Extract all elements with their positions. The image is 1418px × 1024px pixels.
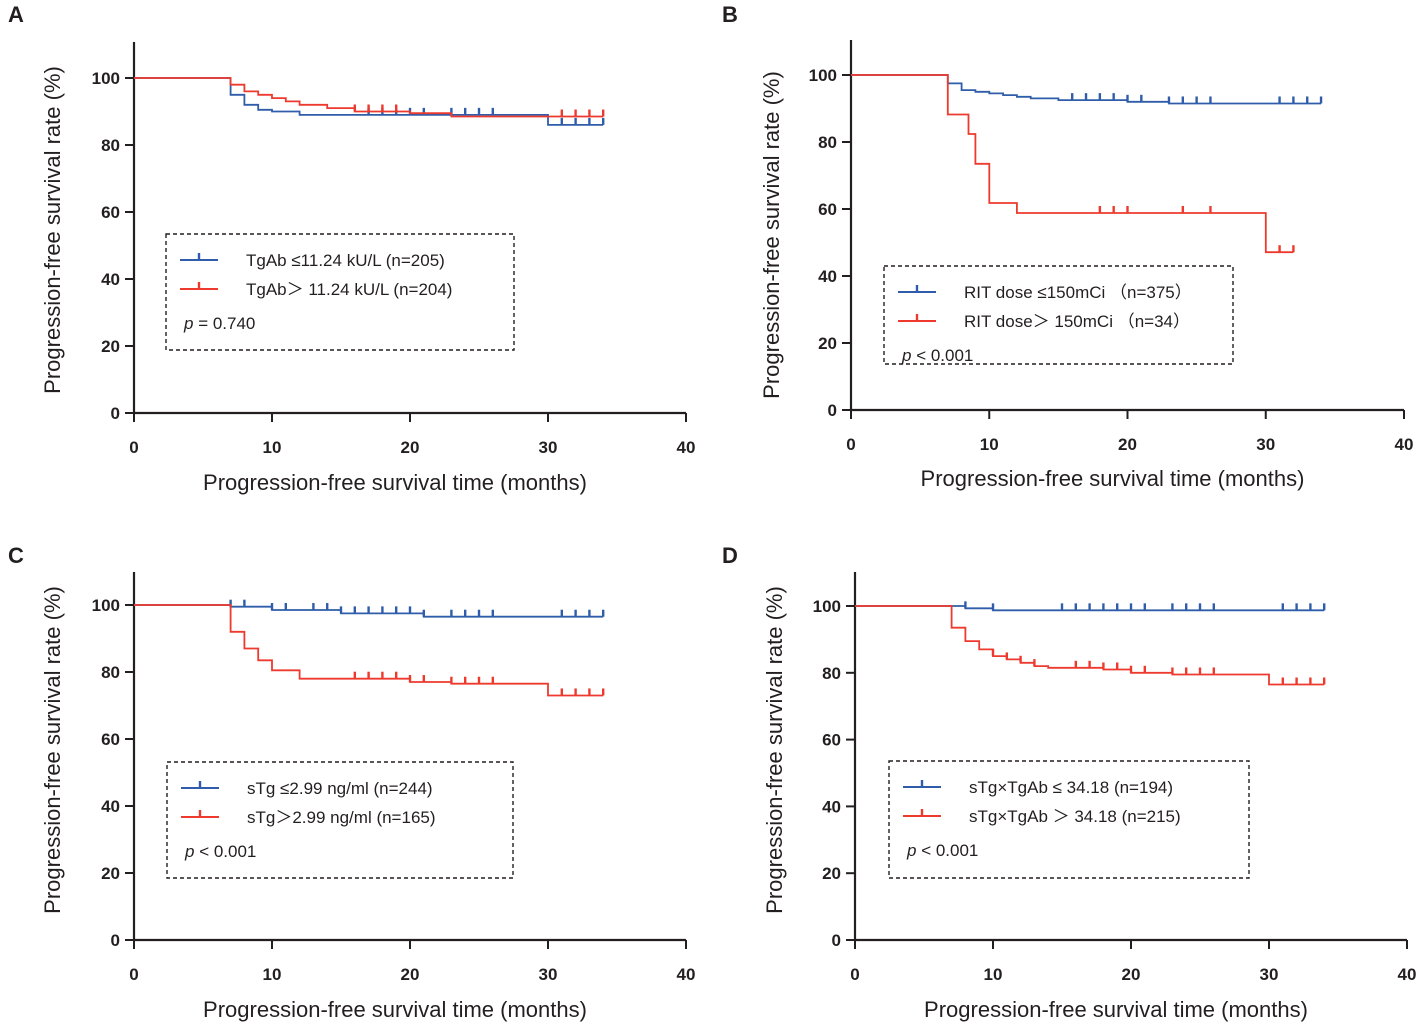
panel-c-legend-label-1: sTg ≤2.99 ng/ml (n=244) (247, 779, 433, 798)
panel-d-ytick-label: 100 (813, 597, 841, 616)
panel-a-ytick-label: 0 (111, 404, 120, 423)
panel-c-xtick-label: 30 (539, 965, 558, 984)
panel-c-xtick-label: 0 (129, 965, 138, 984)
panel-b-xtick-label: 30 (1256, 435, 1275, 454)
panel-a-legend-label-1: TgAb ≤11.24 kU/L (n=205) (246, 251, 445, 270)
panel-d-ytick-label: 40 (822, 797, 841, 816)
panel-a-xtick-label: 30 (539, 438, 558, 457)
panel-b-ylabel: Progression-free survival rate (%) (759, 71, 784, 399)
panel-d-legend-label-2: sTg×TgAb ＞ 34.18 (n=215) (969, 807, 1181, 826)
panel-a-series-2-line (134, 77, 604, 118)
panel-a-legend-label-2: TgAb＞ 11.24 kU/L (n=204) (246, 280, 452, 299)
panel-d-series-2 (855, 605, 1326, 686)
panel-b-ytick-label: 20 (818, 334, 837, 353)
panel-d: D 0 20 40 60 80 100 0 10 20 30 40 Progression-free s… (722, 543, 1416, 1022)
panel-d-ytick-label: 80 (822, 664, 841, 683)
panel-b-xtick-label: 40 (1395, 435, 1414, 454)
panel-a-legend: TgAb ≤11.24 kU/L (n=205) TgAb＞ 11.24 kU/L… (165, 233, 515, 351)
panel-c-xtick-label: 10 (263, 965, 282, 984)
panel-a-ytick-label: 100 (92, 69, 120, 88)
panel-c: C 0 20 40 60 80 100 0 10 20 30 40 Progression-free s… (8, 543, 695, 1022)
panel-b-legend-label-1: RIT dose ≤150mCi （n=375） (964, 283, 1192, 302)
panel-d-series-2-line (855, 605, 1325, 686)
panel-b-series-1 (851, 74, 1323, 105)
panel-d-xtick-label: 20 (1122, 965, 1141, 984)
panel-d-label: D (722, 543, 738, 568)
panel-a-ytick-label: 80 (101, 136, 120, 155)
panel-c-series-2-line (134, 604, 604, 697)
panel-a-series-1 (134, 77, 605, 126)
panel-d-xtick-label: 40 (1398, 965, 1417, 984)
panel-c-ytick-label: 80 (101, 663, 120, 682)
panel-a-legend-box (165, 233, 515, 351)
panel-c-ylabel: Progression-free survival rate (%) (40, 586, 65, 914)
panel-c-series-1 (134, 599, 605, 618)
panel-d-xlabel: Progression-free survival time (months) (924, 997, 1308, 1022)
panel-a: A 0 20 40 60 80 100 0 10 20 30 40 Progression-free s… (8, 2, 695, 495)
panel-c-legend: sTg ≤2.99 ng/ml (n=244) sTg＞2.99 ng/ml (n… (166, 761, 514, 879)
panel-b-ytick-label: 80 (818, 133, 837, 152)
panel-d-xtick-label: 0 (850, 965, 859, 984)
panel-d-p-value: p < 0.001 (906, 841, 978, 860)
panel-a-xlabel: Progression-free survival time (months) (203, 470, 587, 495)
panel-b-series-2-line (851, 74, 1294, 254)
panel-b-xlabel: Progression-free survival time (months) (921, 466, 1305, 491)
panel-d-ytick-label: 60 (822, 731, 841, 750)
panel-c-ytick-label: 0 (111, 931, 120, 950)
panel-b-ytick-label: 0 (828, 401, 837, 420)
panel-a-p-value: p = 0.740 (183, 314, 255, 333)
panel-a-ylabel: Progression-free survival rate (%) (40, 66, 65, 394)
panel-b-ytick-label: 100 (809, 66, 837, 85)
panel-c-legend-label-2: sTg＞2.99 ng/ml (n=165) (247, 808, 436, 827)
panel-b-xtick-label: 20 (1118, 435, 1137, 454)
panel-b-series-2 (851, 74, 1295, 254)
panel-c-xtick-label: 20 (401, 965, 420, 984)
panel-d-ylabel: Progression-free survival rate (%) (762, 586, 787, 914)
panel-a-xtick-label: 40 (677, 438, 696, 457)
panel-b: B 0 20 40 60 80 100 0 10 20 30 40 Progression-free s… (722, 2, 1413, 491)
panel-a-ytick-label: 60 (101, 203, 120, 222)
panel-a-xtick-label: 20 (401, 438, 420, 457)
panel-b-legend: RIT dose ≤150mCi （n=375） RIT dose＞ 150mCi… (883, 265, 1234, 365)
panel-b-xtick-label: 0 (846, 435, 855, 454)
panel-b-xtick-label: 10 (980, 435, 999, 454)
panel-d-xtick-label: 10 (984, 965, 1003, 984)
panel-b-p-value: p < 0.001 (901, 346, 973, 365)
panel-d-ytick-label: 0 (832, 931, 841, 950)
panel-a-ytick-label: 40 (101, 270, 120, 289)
panel-d-legend: sTg×TgAb ≤ 34.18 (n=194) sTg×TgAb ＞ 34.18… (888, 760, 1250, 879)
panel-c-ytick-label: 20 (101, 864, 120, 883)
panel-c-ytick-label: 100 (92, 596, 120, 615)
panel-a-xtick-label: 10 (263, 438, 282, 457)
panel-d-ytick-label: 20 (822, 864, 841, 883)
panel-a-label: A (8, 2, 24, 27)
panel-c-xlabel: Progression-free survival time (months) (203, 997, 587, 1022)
panel-a-ytick-label: 20 (101, 337, 120, 356)
panel-c-xtick-label: 40 (677, 965, 696, 984)
panel-a-series-2 (134, 77, 605, 118)
panel-b-ytick-label: 40 (818, 267, 837, 286)
panel-c-label: C (8, 543, 24, 568)
panel-d-xtick-label: 30 (1260, 965, 1279, 984)
panel-c-ytick-label: 40 (101, 797, 120, 816)
panel-b-ytick-label: 60 (818, 200, 837, 219)
panel-d-legend-label-1: sTg×TgAb ≤ 34.18 (n=194) (969, 778, 1173, 797)
panel-b-legend-label-2: RIT dose＞ 150mCi （n=34） (964, 312, 1190, 331)
panel-a-xtick-label: 0 (129, 438, 138, 457)
panel-c-p-value: p < 0.001 (184, 842, 256, 861)
panel-c-series-2 (134, 604, 605, 697)
panel-a-series-1-line (134, 77, 604, 126)
panel-c-ytick-label: 60 (101, 730, 120, 749)
panel-b-label: B (722, 2, 738, 27)
